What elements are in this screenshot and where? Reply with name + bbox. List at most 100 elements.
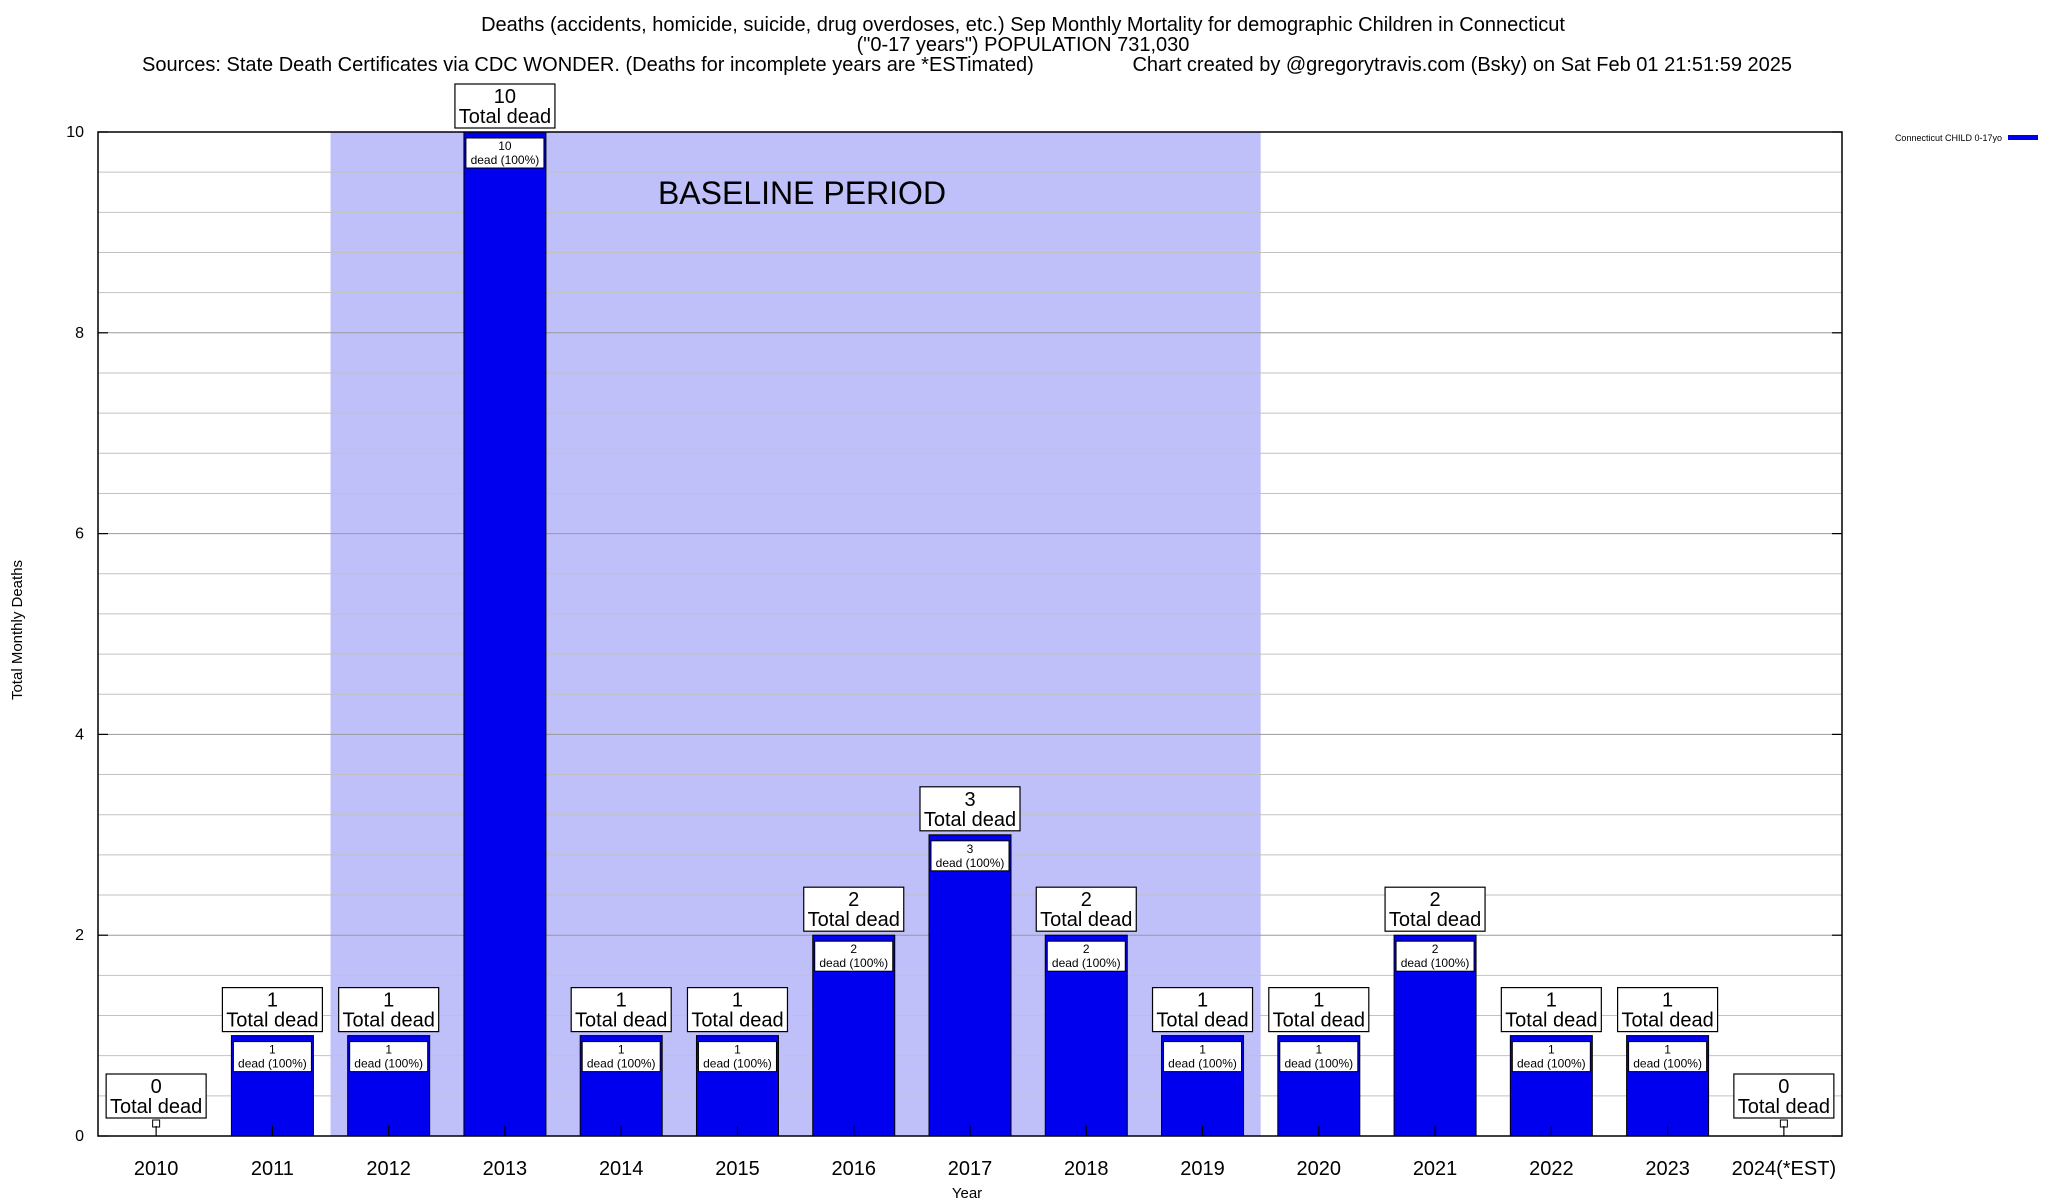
total-label-text: Total dead [343,1010,435,1032]
x-tick-label: 2015 [715,1158,760,1180]
chart-credit: Chart created by @gregorytravis.com (Bsk… [1132,54,1792,76]
total-label-text: Total dead [1273,1010,1365,1032]
bar-inner-percent: dead (100%) [1052,956,1121,970]
total-label-box [1035,886,1137,932]
total-label-count: 1 [616,990,627,1012]
bar-inner-percent: dead (100%) [936,856,1005,870]
bar-inner-label-box [581,1041,661,1073]
bar-inner-count: 2 [1432,942,1439,956]
total-label-text: Total dead [1389,909,1481,931]
bar-inner-percent: dead (100%) [471,153,540,167]
total-label-text: Total dead [110,1096,202,1118]
x-tick-label: 2022 [1529,1158,1574,1180]
bar-inner-percent: dead (100%) [1401,956,1470,970]
bar-inner-percent: dead (100%) [1517,1057,1586,1071]
bar-inner-label-box [1163,1041,1243,1073]
x-tick-label: 2021 [1413,1158,1458,1180]
bar-inner-label-box [814,940,894,972]
total-label-box [1384,886,1486,932]
total-label-count: 1 [1197,990,1208,1012]
x-tick-label: 2010 [134,1158,179,1180]
bar-inner-label-box [232,1041,312,1073]
y-tick-label: 10 [66,124,84,141]
total-label-box [570,986,672,1033]
bar-inner-percent: dead (100%) [703,1057,772,1071]
bar [928,834,1012,1137]
baseline-period-label: BASELINE PERIOD [658,175,946,211]
bar-inner-percent: dead (100%) [1633,1057,1702,1071]
x-tick-label: 2013 [483,1158,528,1180]
bar-inner-count: 1 [734,1043,741,1057]
y-tick-label: 4 [75,726,84,743]
x-tick-label: 2023 [1645,1158,1690,1180]
total-label-count: 1 [732,990,743,1012]
y-axis-label: Total Monthly Deaths [9,560,26,700]
total-label-box [1268,986,1370,1033]
zero-marker [152,1119,161,1128]
bar-inner-label-box [1628,1041,1708,1073]
x-tick-label: 2020 [1297,1158,1342,1180]
bar-inner-count: 1 [385,1043,392,1057]
chart-title-line-2: ("0-17 years") POPULATION 731,030 [857,34,1190,56]
total-label-box [1733,1073,1835,1119]
bar-inner-count: 1 [618,1043,625,1057]
x-tick-label: 2012 [366,1158,411,1180]
legend-entry-label: Connecticut CHILD 0-17yo [1895,133,2002,143]
bar-inner-count: 2 [1083,942,1090,956]
total-label-box [221,986,323,1033]
x-tick-label: 2016 [831,1158,876,1180]
bar-inner-label-box [1395,940,1475,972]
legend-entry-swatch [2008,135,2038,140]
bar-inner-label-box [930,840,1010,872]
total-label-box [1151,986,1254,1033]
bar-inner-count: 1 [269,1043,276,1057]
total-label-count: 10 [494,86,516,108]
total-label-count: 0 [151,1076,162,1098]
x-tick-label: 2014 [599,1158,644,1180]
y-tick-label: 0 [75,1128,84,1145]
total-label-count: 1 [1546,990,1557,1012]
bar-inner-count: 1 [1315,1043,1322,1057]
bar-inner-label-box [349,1041,429,1073]
bar-inner-count: 1 [1548,1043,1555,1057]
total-label-box [1500,986,1602,1033]
zero-marker [1779,1119,1788,1128]
bar-inner-percent: dead (100%) [587,1057,656,1071]
total-label-count: 0 [1778,1076,1789,1098]
source-note: Sources: State Death Certificates via CD… [142,54,1034,76]
x-tick-label: 2018 [1064,1158,1109,1180]
bar-inner-count: 1 [1199,1043,1206,1057]
bar-inner-count: 1 [1664,1043,1671,1057]
bar-inner-count: 3 [967,842,974,856]
bar-inner-label-box [465,137,545,169]
total-label-text: Total dead [459,106,551,128]
bar-inner-label-box [1046,940,1126,972]
x-tick-label: 2017 [948,1158,993,1180]
x-tick-label: 2024(*EST) [1732,1158,1837,1180]
total-label-text: Total dead [1505,1010,1597,1032]
total-label-box [686,986,789,1033]
y-tick-label: 8 [75,325,84,342]
total-label-box [803,886,905,932]
total-label-count: 1 [1662,990,1673,1012]
total-label-text: Total dead [1156,1010,1248,1032]
bar-inner-count: 10 [498,139,512,153]
total-label-text: Total dead [226,1010,318,1032]
bar-inner-percent: dead (100%) [1168,1057,1237,1071]
total-label-text: Total dead [924,809,1016,831]
total-label-text: Total dead [1040,909,1132,931]
total-label-count: 1 [1313,990,1324,1012]
total-label-text: Total dead [1621,1010,1713,1032]
bar-inner-label-box [1279,1041,1359,1073]
total-label-count: 1 [267,990,278,1012]
total-label-text: Total dead [575,1010,667,1032]
total-label-box [105,1073,207,1119]
x-tick-label: 2011 [251,1158,294,1180]
total-label-count: 2 [848,889,859,911]
legend: Connecticut CHILD 0-17yo [1895,133,2038,143]
total-label-box [338,986,440,1033]
bar-inner-label-box [697,1041,777,1073]
total-label-count: 3 [964,789,975,811]
